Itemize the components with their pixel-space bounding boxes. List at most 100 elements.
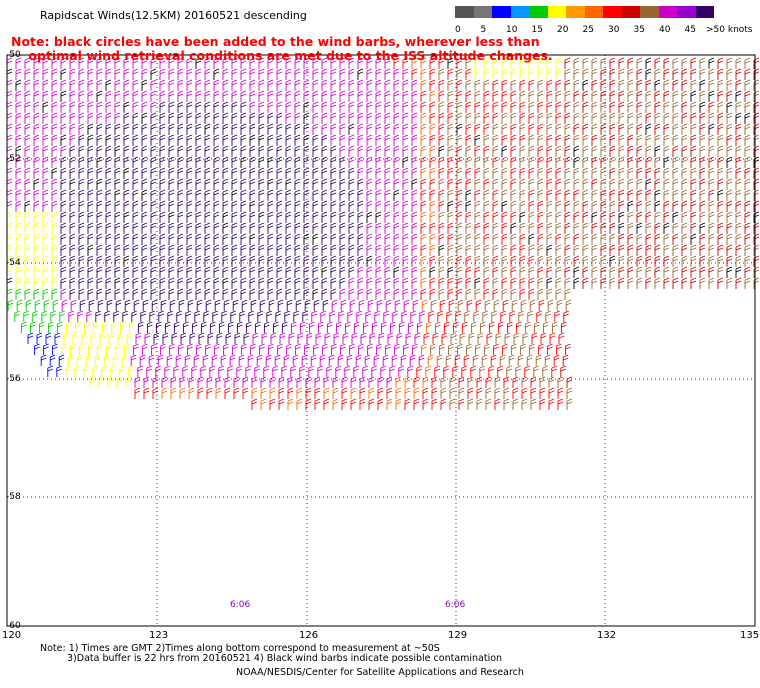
wind-barb: [411, 266, 418, 278]
wind-barb: [573, 145, 580, 157]
wind-barb: [195, 156, 202, 168]
wind-barb: [551, 365, 557, 377]
wind-barb: [492, 90, 499, 102]
wind-barb: [294, 123, 301, 135]
wind-barb: [339, 211, 346, 223]
wind-barb: [511, 343, 517, 355]
wind-barb: [177, 189, 184, 201]
wind-barb: [132, 112, 139, 124]
wind-barb: [663, 189, 670, 201]
wind-barb: [51, 211, 58, 223]
wind-barb: [303, 178, 310, 190]
wind-barb: [115, 299, 122, 311]
wind-barb: [402, 101, 409, 113]
wind-barb: [645, 189, 652, 201]
wind-barb: [420, 255, 427, 267]
wind-barb: [276, 90, 283, 102]
wind-barb: [123, 101, 130, 113]
wind-barb: [213, 112, 220, 124]
latitude-label: -50: [6, 50, 21, 60]
wind-barb: [564, 112, 571, 124]
wind-barb: [501, 178, 508, 190]
wind-barb: [168, 255, 175, 267]
wind-barb: [105, 288, 112, 300]
wind-barb: [546, 277, 553, 289]
wind-barb: [431, 387, 438, 399]
wind-barb: [510, 57, 517, 69]
wind-barb: [663, 255, 670, 267]
wind-barb: [412, 299, 419, 311]
wind-barb: [69, 189, 76, 201]
wind-barb: [179, 387, 186, 399]
wind-barb: [285, 266, 292, 278]
wind-barb: [177, 288, 184, 300]
wind-barb: [114, 68, 121, 80]
wind-barb: [69, 277, 76, 289]
wind-barb: [501, 134, 508, 146]
wind-barb: [744, 233, 751, 245]
wind-barb: [495, 332, 502, 344]
wind-barb: [609, 222, 616, 234]
wind-barb: [681, 101, 688, 113]
wind-barb: [618, 79, 625, 91]
wind-barb: [582, 112, 589, 124]
wind-barb: [546, 90, 553, 102]
wind-barb: [258, 200, 265, 212]
colorbar-tick-label: 45: [684, 25, 696, 35]
wind-barb: [441, 332, 448, 344]
wind-barb: [348, 189, 355, 201]
wind-barb: [474, 134, 481, 146]
wind-barb: [348, 134, 355, 146]
wind-barb: [366, 277, 373, 289]
wind-barb: [447, 145, 454, 157]
wind-barb: [726, 266, 733, 278]
wind-barb: [195, 90, 202, 102]
wind-barb: [591, 101, 598, 113]
wind-barb: [699, 244, 706, 256]
wind-barb: [555, 167, 562, 179]
wind-barb: [362, 321, 369, 333]
wind-barb: [303, 222, 310, 234]
wind-barb: [437, 310, 443, 322]
wind-barb: [636, 266, 643, 278]
wind-barb: [483, 222, 490, 234]
wind-barb: [24, 189, 31, 201]
wind-barb: [303, 288, 310, 300]
wind-barb: [197, 387, 204, 399]
wind-barb: [726, 101, 733, 113]
wind-barb: [342, 332, 349, 344]
wind-barb: [645, 277, 652, 289]
wind-barb: [735, 134, 742, 146]
wind-barb: [105, 222, 112, 234]
wind-barb: [545, 310, 551, 322]
wind-barb: [152, 376, 159, 388]
wind-barb: [456, 145, 463, 157]
wind-barb: [618, 244, 625, 256]
wind-barb: [78, 68, 85, 80]
wind-barb: [150, 145, 157, 157]
wind-barb: [744, 79, 751, 91]
wind-barb: [45, 332, 52, 344]
wind-barb: [78, 123, 85, 135]
colorbar-tick-label: 5: [480, 25, 487, 35]
wind-barb: [447, 167, 454, 179]
wind-barb: [339, 123, 346, 135]
wind-barb: [204, 112, 211, 124]
wind-barb: [176, 310, 182, 322]
wind-barb: [123, 222, 130, 234]
wind-barb: [61, 299, 68, 311]
wind-barb: [15, 211, 22, 223]
wind-barb: [276, 211, 283, 223]
wind-barb: [366, 233, 373, 245]
wind-barb: [281, 365, 287, 377]
wind-barb: [492, 145, 499, 157]
wind-barb: [461, 365, 467, 377]
wind-barb: [240, 266, 247, 278]
wind-barb: [69, 167, 76, 179]
wind-barb: [465, 112, 472, 124]
wind-barb: [81, 332, 88, 344]
wind-barb: [87, 277, 94, 289]
wind-barb: [107, 376, 114, 388]
wind-barb: [123, 90, 130, 102]
wind-barb: [429, 79, 436, 91]
